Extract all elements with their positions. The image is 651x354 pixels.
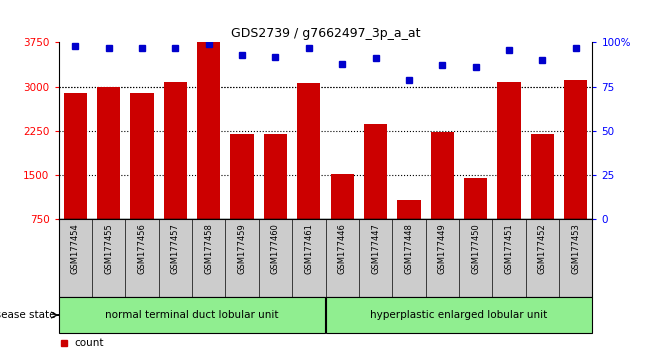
- Bar: [97, 87, 120, 219]
- Text: GSM177449: GSM177449: [437, 223, 447, 274]
- Text: disease state: disease state: [0, 310, 55, 320]
- Text: GSM177455: GSM177455: [104, 223, 113, 274]
- Text: GSM177456: GSM177456: [137, 223, 146, 274]
- Bar: [230, 134, 254, 219]
- Text: GSM177458: GSM177458: [204, 223, 214, 274]
- Text: GSM177461: GSM177461: [304, 223, 313, 274]
- Title: GDS2739 / g7662497_3p_a_at: GDS2739 / g7662497_3p_a_at: [230, 27, 421, 40]
- Bar: [497, 82, 521, 219]
- Text: GSM177447: GSM177447: [371, 223, 380, 274]
- Text: GSM177446: GSM177446: [338, 223, 347, 274]
- Text: GSM177452: GSM177452: [538, 223, 547, 274]
- Bar: [464, 178, 488, 219]
- Text: count: count: [75, 338, 104, 348]
- Bar: [331, 174, 354, 219]
- Bar: [59, 297, 326, 333]
- Bar: [163, 82, 187, 219]
- Bar: [364, 125, 387, 219]
- Bar: [64, 93, 87, 219]
- Text: GSM177457: GSM177457: [171, 223, 180, 274]
- Text: GSM177451: GSM177451: [505, 223, 514, 274]
- Bar: [564, 80, 587, 219]
- Bar: [297, 83, 320, 219]
- Text: GSM177459: GSM177459: [238, 223, 247, 274]
- Text: GSM177453: GSM177453: [571, 223, 580, 274]
- Text: GSM177450: GSM177450: [471, 223, 480, 274]
- Text: hyperplastic enlarged lobular unit: hyperplastic enlarged lobular unit: [370, 310, 547, 320]
- Text: normal terminal duct lobular unit: normal terminal duct lobular unit: [105, 310, 279, 320]
- Bar: [326, 297, 592, 333]
- Text: GSM177448: GSM177448: [404, 223, 413, 274]
- Bar: [197, 42, 221, 219]
- Bar: [397, 200, 421, 219]
- Bar: [264, 134, 287, 219]
- Bar: [531, 134, 554, 219]
- Text: GSM177460: GSM177460: [271, 223, 280, 274]
- Bar: [430, 132, 454, 219]
- Text: GSM177454: GSM177454: [71, 223, 80, 274]
- Bar: [130, 93, 154, 219]
